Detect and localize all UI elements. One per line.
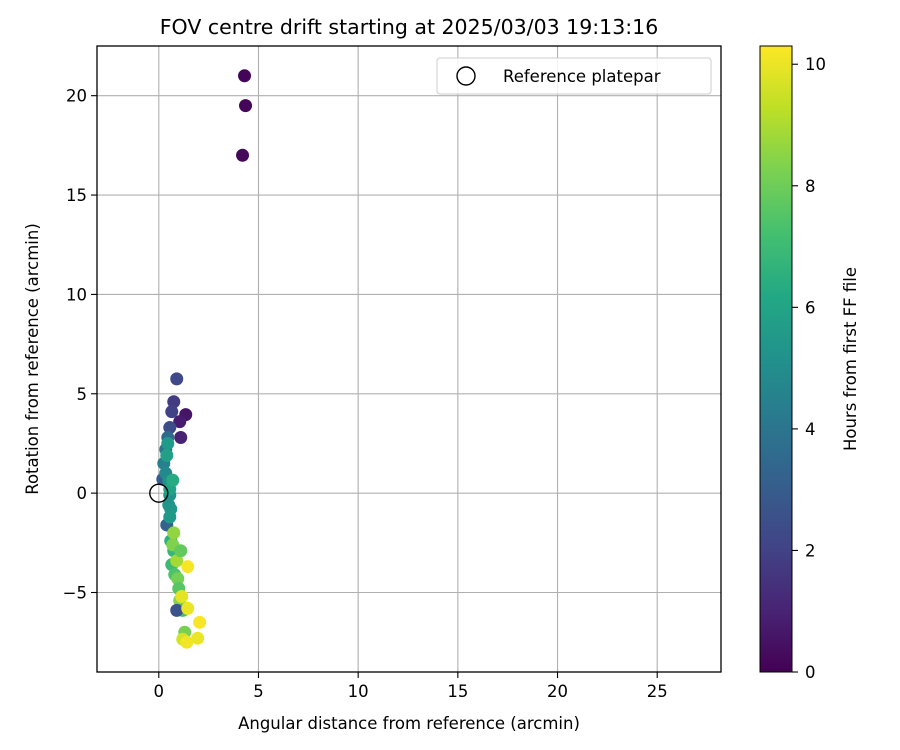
data-point: [180, 635, 194, 649]
colorbar-label: Hours from first FF file: [841, 267, 860, 451]
data-point: [174, 430, 188, 444]
x-axis-label: Angular distance from reference (arcmin): [238, 714, 580, 733]
data-point: [161, 436, 175, 450]
data-point: [175, 589, 189, 603]
x-tick-label: 5: [253, 682, 264, 701]
data-point: [165, 405, 179, 419]
x-tick-label: 20: [547, 682, 568, 701]
data-point: [193, 615, 207, 629]
colorbar-tick-label: 8: [805, 177, 816, 196]
y-tick-label: 0: [77, 484, 88, 503]
y-tick-label: 5: [77, 385, 88, 404]
data-point: [170, 372, 184, 386]
y-tick-label: 20: [66, 87, 87, 106]
y-tick-label: −5: [63, 584, 87, 603]
data-points: [156, 69, 253, 649]
data-point: [167, 526, 181, 540]
colorbar: 0 2 4 6 8 10 Hours from first FF file: [759, 45, 860, 682]
data-point: [171, 572, 185, 586]
grid-lines: [97, 46, 721, 672]
data-point: [236, 148, 250, 162]
x-tick-label: 15: [447, 682, 468, 701]
y-axis-ticks: −5 0 5 10 15 20: [63, 87, 97, 603]
legend-box: [436, 57, 712, 95]
colorbar-tick-label: 4: [805, 420, 816, 439]
data-point: [170, 603, 184, 617]
x-tick-label: 25: [647, 682, 668, 701]
legend-label: Reference platepar: [503, 67, 661, 86]
plot-frame: [96, 45, 722, 673]
colorbar-tick-label: 0: [805, 663, 816, 682]
colorbar-ticks: 0 2 4 6 8 10: [792, 55, 826, 682]
data-point: [238, 69, 252, 83]
colorbar-tick-label: 6: [805, 298, 816, 317]
legend-marker: [456, 66, 476, 86]
y-axis-label: Rotation from reference (arcmin): [23, 223, 42, 495]
data-point: [166, 473, 180, 487]
reference-point: [149, 483, 169, 503]
data-point: [170, 554, 184, 568]
data-point: [174, 544, 188, 558]
data-point: [160, 448, 174, 462]
colorbar-gradient: [759, 45, 793, 673]
colorbar-tick-label: 10: [805, 55, 826, 74]
legend: Reference platepar: [436, 57, 712, 95]
data-point: [239, 99, 253, 113]
reference-marker: [149, 483, 169, 503]
x-axis-ticks: 0 5 10 15 20 25: [154, 672, 668, 701]
colorbar-tick-label: 2: [805, 541, 816, 560]
data-point: [181, 560, 195, 574]
data-point: [191, 631, 205, 645]
x-tick-label: 10: [348, 682, 369, 701]
data-point: [173, 415, 187, 429]
data-point: [181, 601, 195, 615]
data-point: [167, 395, 181, 409]
chart-title: FOV centre drift starting at 2025/03/03 …: [160, 15, 659, 39]
y-tick-label: 15: [66, 186, 87, 205]
data-point: [163, 510, 177, 524]
y-tick-label: 10: [66, 285, 87, 304]
data-point: [163, 421, 177, 435]
x-tick-label: 0: [154, 682, 165, 701]
